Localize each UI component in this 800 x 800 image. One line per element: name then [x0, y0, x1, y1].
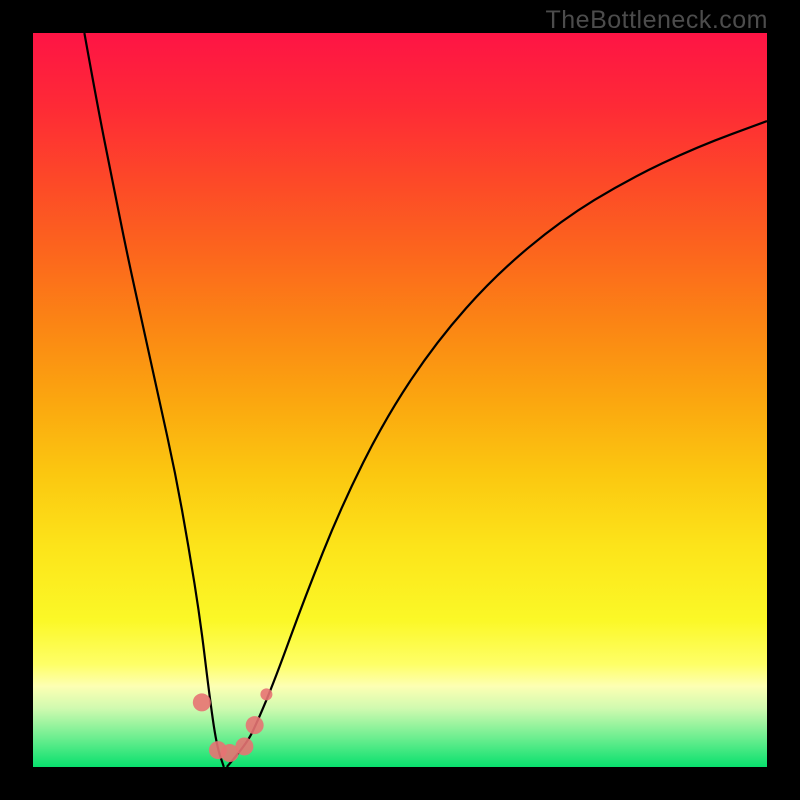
marker-dot: [193, 693, 211, 711]
chart-svg: [33, 33, 767, 767]
marker-dot: [246, 716, 264, 734]
marker-dot: [260, 688, 272, 700]
curve-left-branch: [84, 33, 223, 767]
curve-right-branch: [227, 121, 767, 767]
watermark-text: TheBottleneck.com: [546, 6, 769, 35]
marker-dot: [235, 737, 253, 755]
marker-group: [193, 688, 273, 762]
